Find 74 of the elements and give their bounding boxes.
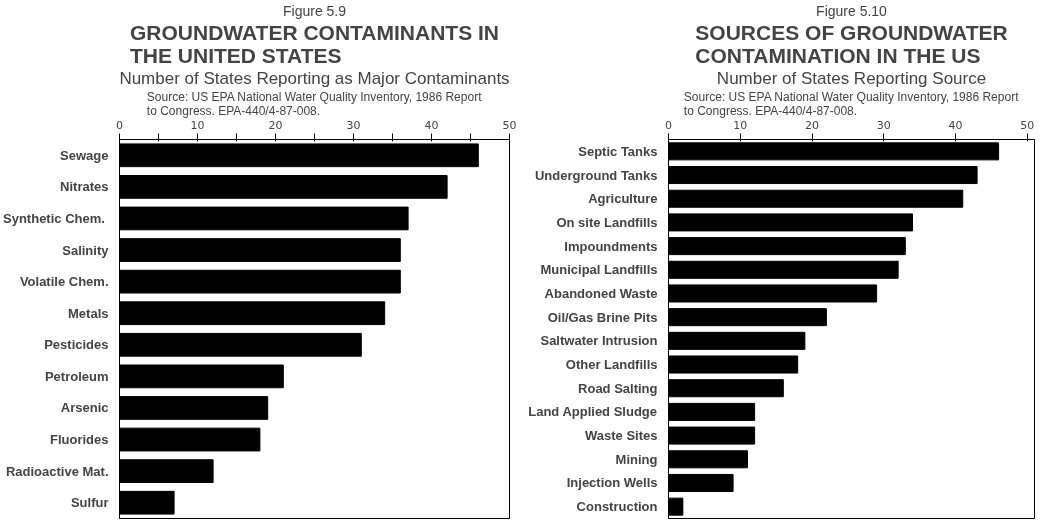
bar [668,284,878,303]
bar [119,175,448,199]
bar [119,206,409,231]
y-tick-label: Metals [68,305,109,321]
chart-subtitle: Number of States Reporting Source [716,68,987,88]
bar [119,301,386,326]
x-tick-label: 10 [733,118,748,132]
bar [119,364,284,389]
bar [668,355,799,374]
caption: Figure 5.10 [816,2,888,19]
y-tick-label: Agriculture [588,191,658,207]
y-tick-label: Road Salting [578,380,658,396]
y-tick-label: Salinity [62,242,110,258]
bar [668,213,913,232]
bar [668,308,827,327]
source-note: Source: US EPA National Water Quality Inventory, 1986 Report to Congress. EPA-440/4-87-008. [146,89,483,118]
bar [119,269,401,294]
y-tick-label: Impoundments [564,238,658,254]
y-tick-label: Sulfur [70,495,109,511]
bar [668,189,964,208]
y-tick-label: Volatile Chem. [19,274,109,290]
y-tick-label: Other Landfills [565,357,658,373]
x-tick-label: 0 [665,118,672,132]
y-tick-label: Petroleum [44,368,109,384]
y-tick-label: Arsenic [60,400,109,416]
y-tick-label: Fluorides [49,432,109,448]
y-tick-label: Abandoned Waste [544,285,658,301]
y-tick-label: Sewage [60,147,109,163]
y-tick-label: Injection Wells [566,475,658,491]
bar [119,238,401,262]
y-tick-label: Radioactive Mat. [5,463,109,479]
bar [668,260,899,279]
bar [119,396,269,420]
bar [119,459,214,483]
bar [119,332,362,357]
bar [119,427,261,452]
source-note: Source: US EPA National Water Quality Inventory, 1986 Report to Congress. EPA-440/4-87-008. [683,89,1020,118]
y-tick-label: Waste Sites [585,428,658,444]
bar [668,426,756,445]
bar [668,402,756,421]
x-tick-label: 30 [876,118,891,132]
y-tick-label: Land Applied Sludge [528,404,658,420]
y-tick-label: Mining [615,451,658,467]
chart-title: SOURCES OF GROUNDWATER CONTAMINATION IN THE US [695,20,1008,67]
x-tick-label: 50 [1020,118,1035,132]
chart-title: GROUNDWATER CONTAMINANTS IN THE UNITED STATES [129,20,500,67]
bar [668,237,906,256]
x-tick-label: 30 [346,118,361,132]
x-tick-label: 50 [502,118,517,132]
y-tick-label: On site Landfills [556,214,658,230]
chart-subtitle: Number of States Reporting as Major Contaminants [119,68,510,88]
y-tick-label: Construction [576,499,658,515]
y-tick-label: Municipal Landfills [540,262,658,278]
caption: Figure 5.9 [282,2,347,19]
x-tick-label: 40 [948,118,963,132]
bar [668,473,734,492]
x-tick-label: 20 [268,118,283,132]
y-tick-label: Septic Tanks [578,143,658,159]
x-tick-label: 20 [805,118,820,132]
y-tick-label: Synthetic Chem. [3,210,105,226]
bar [668,450,748,469]
y-tick-label: Oil/Gas Brine Pits [547,309,658,325]
bar [668,497,684,516]
y-tick-label: Saltwater Intrusion [540,333,658,349]
y-tick-label: Pesticides [44,337,109,353]
bar [668,331,806,350]
bar [119,490,175,515]
y-tick-label: Underground Tanks [534,167,658,183]
bar [668,379,784,398]
bar [668,166,978,185]
x-tick-label: 40 [424,118,439,132]
x-tick-label: 0 [116,118,123,132]
y-tick-label: Nitrates [60,179,109,195]
x-tick-label: 10 [190,118,205,132]
